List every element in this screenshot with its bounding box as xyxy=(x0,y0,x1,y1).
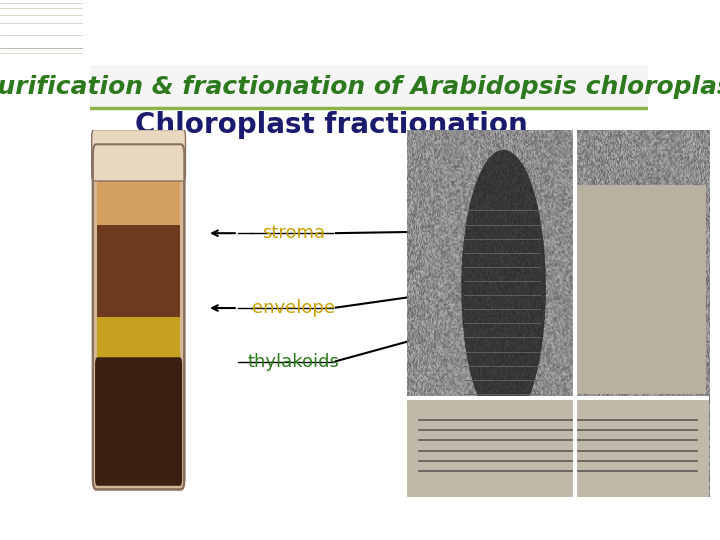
Text: stroma: stroma xyxy=(262,224,325,242)
Text: envelope: envelope xyxy=(252,299,336,317)
FancyBboxPatch shape xyxy=(95,357,182,486)
FancyBboxPatch shape xyxy=(91,130,186,181)
FancyBboxPatch shape xyxy=(90,65,648,109)
Text: thylakoids: thylakoids xyxy=(248,353,340,371)
Bar xyxy=(97,225,180,321)
FancyBboxPatch shape xyxy=(93,144,184,489)
Bar xyxy=(407,397,709,497)
Text: Purification & fractionation of Arabidopsis chloroplasts: Purification & fractionation of Arabidop… xyxy=(0,75,720,99)
Bar xyxy=(97,317,180,368)
Ellipse shape xyxy=(462,150,546,425)
Bar xyxy=(97,163,180,232)
Text: Chloroplast fractionation: Chloroplast fractionation xyxy=(135,111,527,139)
Bar xyxy=(576,185,706,394)
